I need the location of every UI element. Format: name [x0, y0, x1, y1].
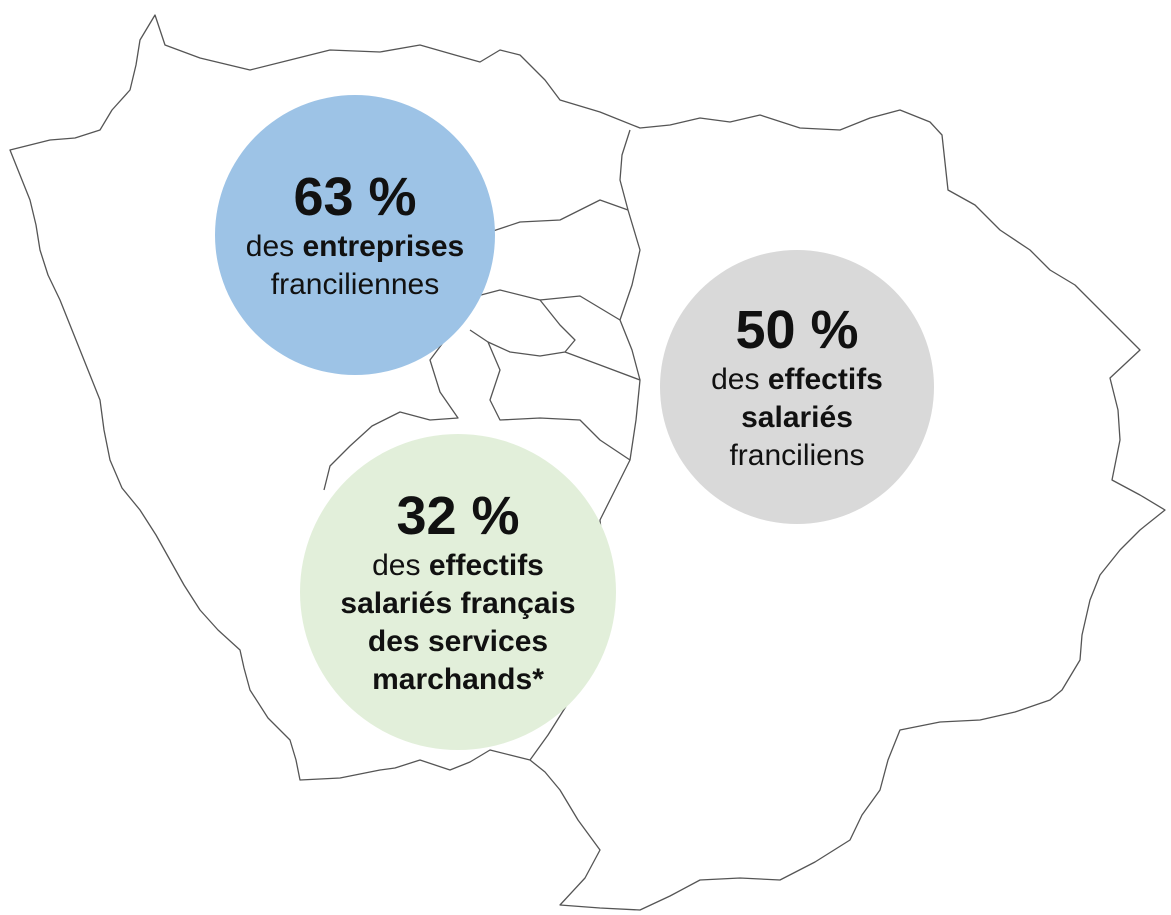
stat-line: salariés français — [340, 585, 575, 623]
department-border — [539, 295, 621, 321]
stat-text: effectifs — [767, 363, 883, 396]
stat-text: entreprises — [302, 230, 465, 263]
stat-text: salariés — [741, 401, 853, 434]
stat-line: salariés — [741, 399, 853, 437]
stat-line: marchands* — [372, 661, 544, 699]
stat-line: des effectifs — [372, 547, 544, 585]
stat-text: salariés français — [340, 587, 576, 620]
stat-text: effectifs — [428, 549, 544, 582]
stat-line: franciliennes — [271, 266, 439, 304]
stat-text: franciliennes — [270, 268, 440, 301]
stat-headline: 50 % — [735, 300, 859, 360]
stat-text: marchands* — [372, 663, 544, 696]
stat-text: des — [372, 549, 421, 582]
department-border — [461, 289, 576, 357]
stat-headline: 32 % — [396, 486, 520, 546]
stat-text: franciliens — [729, 439, 865, 472]
stat-bubble: 32 % des effectifs salariés français des se… — [300, 434, 616, 750]
stat-text: des — [711, 363, 760, 396]
stat-line: des entreprises — [246, 228, 464, 266]
stat-line: franciliens — [729, 437, 864, 475]
region-outline — [9, 14, 1166, 911]
stat-text: des services — [367, 625, 549, 658]
stat-text: des — [245, 230, 295, 263]
stat-line: des services — [368, 623, 548, 661]
department-border — [489, 199, 629, 233]
department-border — [564, 351, 641, 381]
stat-headline: 63 % — [293, 167, 417, 227]
stat-line: des effectifs — [711, 361, 883, 399]
stat-bubble: 63 % des entreprises franciliennes — [215, 95, 495, 375]
stat-bubble: 50 % des effectifs salariés franciliens — [660, 250, 934, 524]
department-border — [487, 341, 631, 461]
